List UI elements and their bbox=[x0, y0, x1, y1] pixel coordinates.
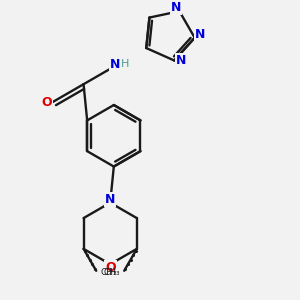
Text: N: N bbox=[171, 1, 181, 14]
Text: N: N bbox=[176, 54, 186, 67]
Text: N: N bbox=[195, 28, 205, 41]
Text: CH₃: CH₃ bbox=[100, 268, 117, 277]
Text: N: N bbox=[105, 193, 116, 206]
Text: O: O bbox=[105, 261, 116, 274]
Text: N: N bbox=[110, 58, 120, 71]
Text: CH₃: CH₃ bbox=[103, 268, 120, 277]
Text: H: H bbox=[121, 59, 129, 69]
Text: O: O bbox=[41, 96, 52, 109]
